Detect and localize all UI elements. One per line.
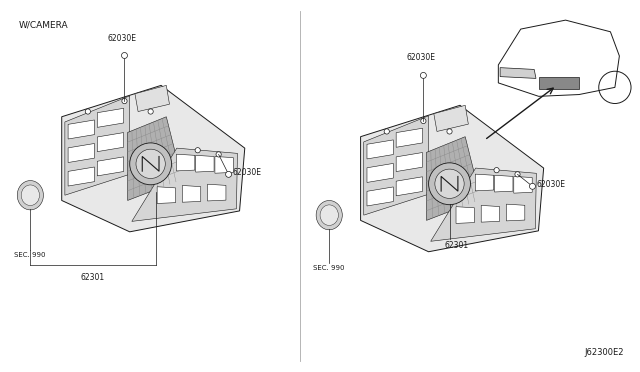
Polygon shape [367, 163, 394, 182]
Polygon shape [360, 105, 543, 252]
Circle shape [494, 167, 499, 173]
Polygon shape [539, 77, 579, 89]
Circle shape [447, 129, 452, 134]
Text: SEC. 990: SEC. 990 [313, 265, 345, 271]
Polygon shape [196, 155, 214, 172]
Polygon shape [426, 137, 481, 220]
Circle shape [384, 129, 389, 134]
Polygon shape [182, 186, 201, 202]
Polygon shape [61, 86, 244, 232]
Polygon shape [367, 140, 394, 159]
Text: 62301: 62301 [445, 241, 468, 250]
Circle shape [226, 171, 232, 177]
Polygon shape [431, 168, 536, 241]
Ellipse shape [17, 180, 44, 210]
Polygon shape [500, 68, 536, 78]
Text: 62030E: 62030E [536, 180, 565, 189]
Circle shape [122, 99, 127, 104]
Circle shape [130, 143, 172, 185]
Text: 62030E: 62030E [108, 33, 137, 42]
Text: SEC. 990: SEC. 990 [14, 252, 46, 258]
Text: W/CAMERA: W/CAMERA [19, 20, 68, 30]
Polygon shape [97, 108, 124, 127]
Circle shape [148, 109, 153, 114]
Polygon shape [132, 148, 237, 221]
Polygon shape [207, 184, 226, 201]
Ellipse shape [21, 185, 40, 205]
Polygon shape [396, 177, 422, 196]
Polygon shape [506, 204, 525, 221]
Circle shape [195, 148, 200, 153]
Polygon shape [456, 207, 474, 224]
Polygon shape [68, 167, 95, 186]
Circle shape [420, 73, 426, 78]
Ellipse shape [316, 201, 342, 230]
Polygon shape [157, 187, 175, 203]
Circle shape [420, 118, 426, 124]
Polygon shape [514, 176, 532, 193]
Polygon shape [367, 187, 394, 206]
Polygon shape [215, 157, 234, 173]
Polygon shape [177, 154, 195, 171]
Circle shape [122, 52, 127, 58]
Polygon shape [68, 120, 95, 139]
Circle shape [435, 169, 464, 198]
Polygon shape [135, 86, 170, 112]
Polygon shape [434, 105, 468, 131]
Circle shape [529, 183, 536, 189]
Text: J62300E2: J62300E2 [584, 348, 624, 357]
Polygon shape [481, 205, 500, 222]
Ellipse shape [320, 205, 339, 225]
Polygon shape [495, 175, 513, 192]
Text: 62030E: 62030E [232, 168, 262, 177]
Circle shape [216, 152, 221, 157]
Text: 62030E: 62030E [407, 54, 436, 62]
Text: 62301: 62301 [81, 273, 105, 282]
Circle shape [429, 163, 470, 205]
Polygon shape [364, 116, 429, 215]
Polygon shape [97, 157, 124, 176]
Polygon shape [127, 117, 182, 201]
Polygon shape [396, 128, 422, 147]
Polygon shape [68, 144, 95, 163]
Circle shape [136, 149, 165, 179]
Circle shape [85, 109, 90, 114]
Polygon shape [97, 132, 124, 152]
Circle shape [515, 172, 520, 177]
Polygon shape [476, 174, 493, 191]
Polygon shape [396, 153, 422, 171]
Polygon shape [65, 96, 130, 195]
